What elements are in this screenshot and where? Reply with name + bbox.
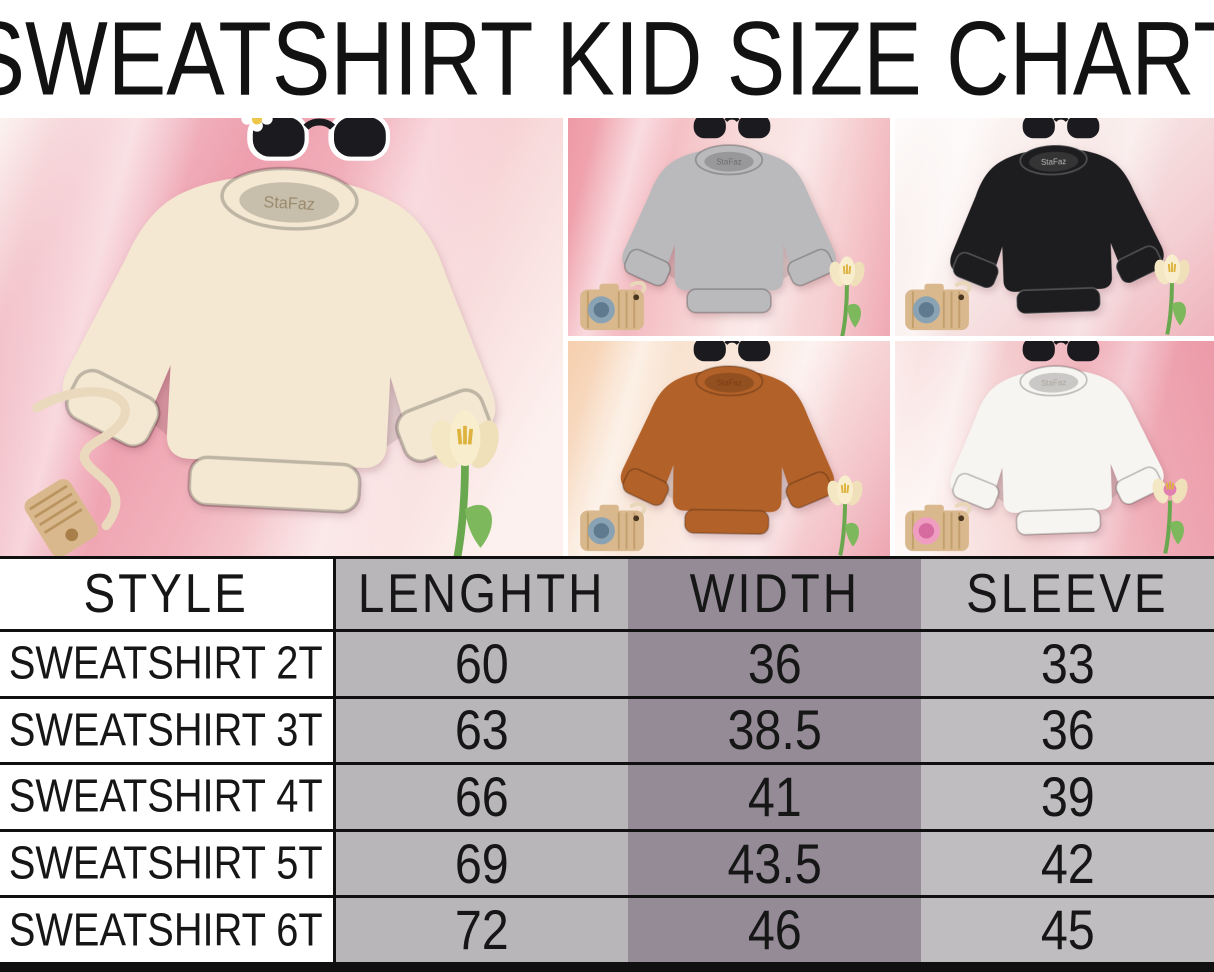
column-header-width: WIDTH: [628, 559, 921, 629]
neck-brand-label: StaFaz: [263, 193, 315, 214]
cell-sleeve: 33: [921, 632, 1214, 696]
cell-length: 72: [336, 898, 628, 962]
neck-brand-label: StaFaz: [1041, 378, 1067, 388]
toy-camera-icon: [905, 501, 972, 552]
cell-width: 38.5: [628, 698, 921, 763]
photo-collage: StaFaz: [0, 118, 1214, 556]
size-table: STYLE LENGHTH WIDTH SLEEVE SWEATSHIRT 2T…: [0, 556, 1214, 972]
tulip-flower-icon: [829, 256, 865, 336]
sunglasses-icon: [693, 118, 771, 139]
table-row: SWEATSHIRT 6T 72 46 45: [0, 895, 1214, 962]
cell-style: SWEATSHIRT 2T: [0, 632, 336, 696]
cell-style: SWEATSHIRT 3T: [0, 698, 336, 763]
tulip-flower-icon: [431, 410, 499, 556]
table-header-row: STYLE LENGHTH WIDTH SLEEVE: [0, 559, 1214, 629]
cell-length: 69: [336, 831, 628, 896]
cell-sleeve: 36: [921, 698, 1214, 763]
sunglasses-icon: [693, 341, 771, 362]
photo-rust-sweatshirt: StaFaz: [568, 341, 890, 556]
sunglasses-icon: [241, 118, 390, 161]
tulip-flower-icon: [1154, 254, 1190, 335]
cell-length: 66: [336, 765, 628, 829]
tulip-flower-icon: [827, 475, 863, 556]
tulip-flower-icon: [1152, 478, 1188, 554]
photo-black-sweatshirt: StaFaz: [895, 118, 1214, 336]
neck-brand-label: StaFaz: [716, 378, 741, 387]
sunglasses-icon: [1022, 118, 1100, 139]
table-row: SWEATSHIRT 2T 60 36 33: [0, 629, 1214, 696]
page-title: SWEATSHIRT KID SIZE CHART: [0, 0, 1214, 117]
sunglasses-icon: [1022, 341, 1100, 362]
cell-length: 63: [336, 698, 628, 763]
cell-width: 36: [628, 632, 921, 696]
toy-camera-icon: [580, 280, 647, 331]
cell-style: SWEATSHIRT 5T: [0, 831, 336, 896]
table-row: SWEATSHIRT 3T 63 38.5 36: [0, 695, 1214, 763]
cell-style: SWEATSHIRT 6T: [0, 898, 336, 962]
cell-sleeve: 42: [921, 831, 1214, 896]
photo-gray-sweatshirt: StaFaz: [568, 118, 890, 336]
daisy-icon: [241, 118, 273, 132]
cell-width: 43.5: [628, 831, 921, 896]
neck-brand-label: StaFaz: [716, 158, 741, 167]
sweatshirt-image: StaFaz: [604, 124, 854, 336]
sweatshirt-image: StaFaz: [927, 120, 1184, 336]
table-row: SWEATSHIRT 4T 66 41 39: [0, 762, 1214, 829]
cell-sleeve: 39: [921, 765, 1214, 829]
toy-camera-icon: [905, 280, 972, 331]
photo-cream-sweatshirt: StaFaz: [0, 118, 563, 556]
column-header-sleeve: SLEEVE: [921, 559, 1214, 629]
cell-length: 60: [336, 632, 628, 696]
cell-style: SWEATSHIRT 4T: [0, 765, 336, 829]
sweatshirt-image: StaFaz: [7, 118, 557, 556]
cell-width: 41: [628, 765, 921, 829]
photo-white-sweatshirt: StaFaz: [895, 341, 1214, 556]
bunny-teether-icon: [24, 387, 130, 556]
cell-width: 46: [628, 898, 921, 962]
toy-camera-icon: [580, 501, 647, 552]
sweatshirt-image: StaFaz: [927, 341, 1184, 556]
table-row: SWEATSHIRT 5T 69 43.5 42: [0, 828, 1214, 896]
column-header-style: STYLE: [0, 559, 336, 629]
sweatshirt-image: StaFaz: [600, 343, 856, 556]
neck-brand-label: StaFaz: [1041, 157, 1067, 167]
cell-sleeve: 45: [921, 898, 1214, 962]
title-banner: SWEATSHIRT KID SIZE CHART: [0, 0, 1214, 118]
column-header-length: LENGHTH: [336, 559, 628, 629]
